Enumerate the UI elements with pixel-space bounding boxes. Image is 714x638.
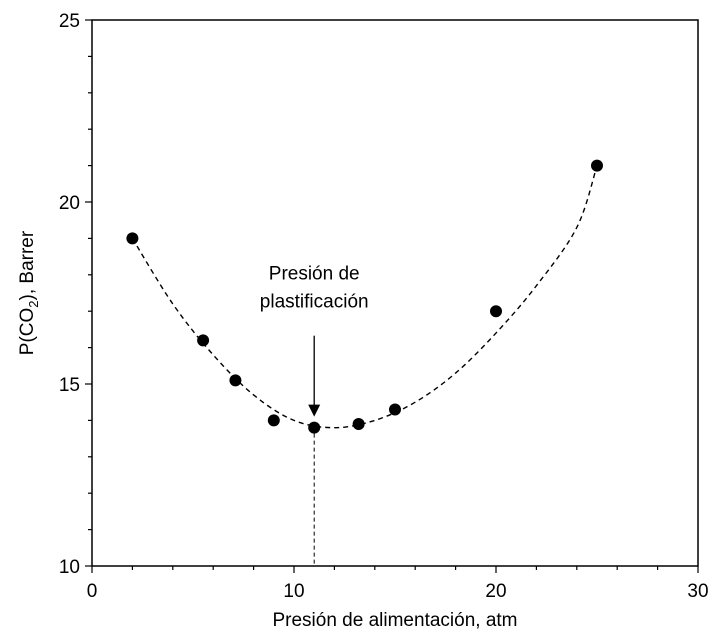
data-point [197,334,210,347]
plot-frame [91,19,699,567]
x-tick-label: 20 [485,581,506,602]
data-points [126,159,603,434]
annotation-arrow [308,335,321,417]
data-point [490,305,502,318]
x-axis-title: Presión de alimentación, atm [272,610,517,631]
data-point [308,421,321,434]
annotation-line-2: plastificación [260,292,369,313]
fit-curve [131,165,598,429]
x-tick-label: 0 [87,581,98,602]
y-axis-title: P(CO2), Barrer [17,230,41,355]
annotation-line-1: Presión de [269,264,360,285]
data-point [126,232,139,245]
y-tick-label: 25 [59,11,80,32]
y-axis-title-prefix: P(CO [17,308,38,356]
x-tick-label: 30 [687,581,708,602]
y-axis-title-suffix: ), Barrer [17,230,38,300]
y-tick-label: 15 [59,375,80,396]
x-tick-label: 10 [283,581,304,602]
data-point [229,374,242,387]
y-tick-label: 20 [59,193,80,214]
tick-labels: 0 10 20 30 10 15 20 25 [59,11,709,602]
annotation-arrow-head [308,404,321,417]
ticks [85,19,699,573]
data-point [591,159,603,172]
data-point [267,414,280,427]
y-tick-label: 10 [59,557,80,578]
data-point [352,418,365,431]
data-point [389,403,401,416]
y-axis-title-subscript: 2 [26,300,41,307]
